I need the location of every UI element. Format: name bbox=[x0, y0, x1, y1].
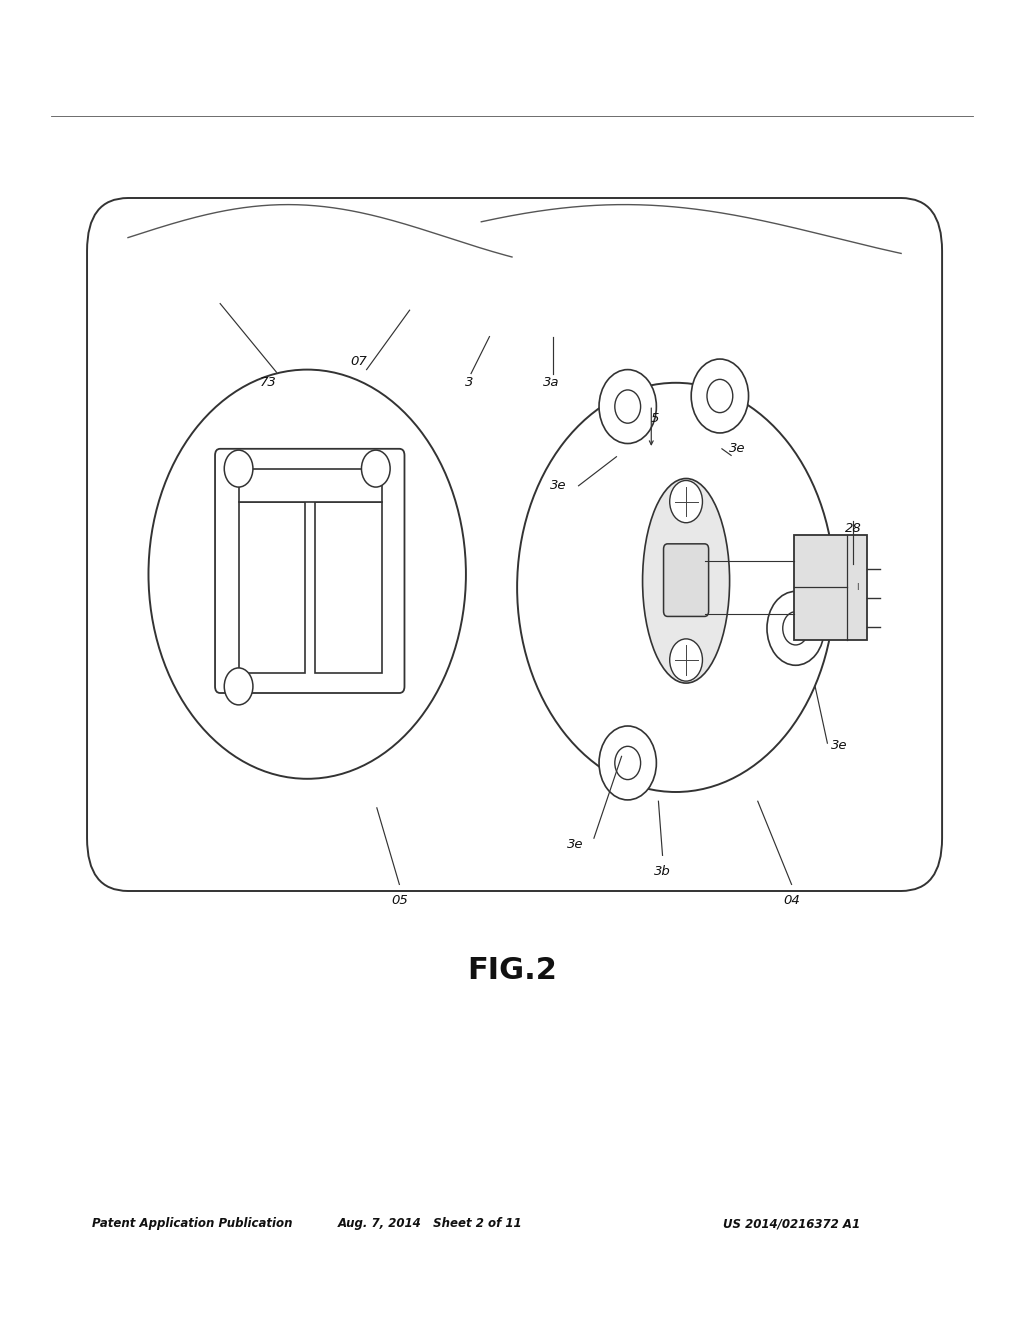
Text: 07: 07 bbox=[350, 355, 367, 368]
Text: 73: 73 bbox=[260, 376, 276, 389]
Circle shape bbox=[224, 668, 253, 705]
Text: 3e: 3e bbox=[567, 838, 584, 851]
Text: 28: 28 bbox=[845, 521, 861, 535]
Text: 05: 05 bbox=[391, 894, 408, 907]
FancyBboxPatch shape bbox=[87, 198, 942, 891]
Text: 3e: 3e bbox=[550, 479, 566, 492]
Circle shape bbox=[224, 450, 253, 487]
FancyBboxPatch shape bbox=[215, 449, 404, 693]
Circle shape bbox=[614, 746, 641, 780]
FancyBboxPatch shape bbox=[239, 469, 382, 502]
Text: Aug. 7, 2014   Sheet 2 of 11: Aug. 7, 2014 Sheet 2 of 11 bbox=[338, 1217, 522, 1230]
FancyBboxPatch shape bbox=[315, 502, 382, 673]
Text: 3: 3 bbox=[465, 376, 473, 389]
Circle shape bbox=[599, 370, 656, 444]
Circle shape bbox=[670, 639, 702, 681]
Circle shape bbox=[614, 389, 641, 424]
Ellipse shape bbox=[643, 479, 729, 682]
Circle shape bbox=[517, 383, 835, 792]
Text: 04: 04 bbox=[783, 894, 800, 907]
Text: 3a: 3a bbox=[543, 376, 559, 389]
FancyBboxPatch shape bbox=[664, 544, 709, 616]
Circle shape bbox=[767, 591, 824, 665]
Text: 5: 5 bbox=[651, 412, 659, 425]
FancyBboxPatch shape bbox=[794, 535, 867, 640]
Text: 3b: 3b bbox=[654, 865, 671, 878]
Circle shape bbox=[148, 370, 466, 779]
Text: Patent Application Publication: Patent Application Publication bbox=[92, 1217, 293, 1230]
Circle shape bbox=[361, 450, 390, 487]
Text: 3e: 3e bbox=[831, 739, 848, 752]
Circle shape bbox=[599, 726, 656, 800]
Text: US 2014/0216372 A1: US 2014/0216372 A1 bbox=[723, 1217, 860, 1230]
Text: 3e: 3e bbox=[729, 442, 745, 455]
Text: I: I bbox=[856, 583, 858, 591]
Circle shape bbox=[707, 379, 733, 413]
Circle shape bbox=[782, 611, 809, 645]
FancyBboxPatch shape bbox=[239, 502, 305, 673]
Text: FIG.2: FIG.2 bbox=[467, 956, 557, 985]
Circle shape bbox=[670, 480, 702, 523]
Circle shape bbox=[691, 359, 749, 433]
